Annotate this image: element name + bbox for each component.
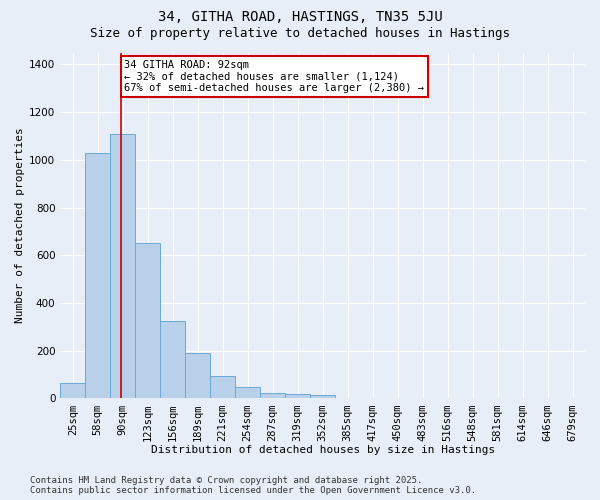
Bar [135,244,160,398]
Text: Size of property relative to detached houses in Hastings: Size of property relative to detached ho… [90,28,510,40]
Bar [160,321,185,398]
Bar [310,395,335,398]
Text: 34, GITHA ROAD, HASTINGS, TN35 5JU: 34, GITHA ROAD, HASTINGS, TN35 5JU [158,10,442,24]
Bar [285,394,310,398]
Bar [235,386,260,398]
Text: 34 GITHA ROAD: 92sqm
← 32% of detached houses are smaller (1,124)
67% of semi-de: 34 GITHA ROAD: 92sqm ← 32% of detached h… [124,60,424,93]
X-axis label: Distribution of detached houses by size in Hastings: Distribution of detached houses by size … [151,445,495,455]
Bar [60,383,85,398]
Bar [210,376,235,398]
Bar [185,353,210,399]
Y-axis label: Number of detached properties: Number of detached properties [15,128,25,324]
Bar [260,392,285,398]
Bar [85,152,110,398]
Bar [110,134,135,398]
Text: Contains HM Land Registry data © Crown copyright and database right 2025.
Contai: Contains HM Land Registry data © Crown c… [30,476,476,495]
